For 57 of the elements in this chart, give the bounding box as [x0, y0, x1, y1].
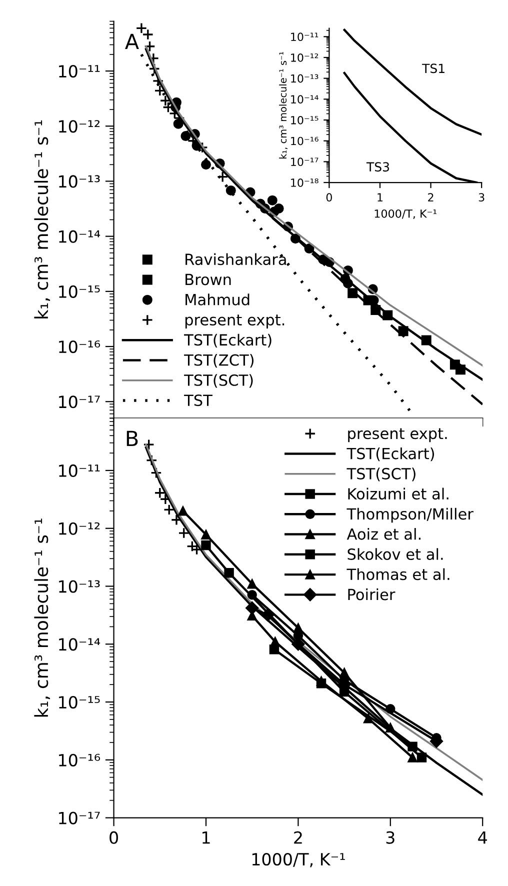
legend-label: Koizumi et al.: [348, 488, 448, 500]
x-tick-label: 3: [386, 831, 394, 844]
x-tick-label: 1: [378, 193, 382, 202]
y-tick-label: 10⁻¹⁴: [59, 638, 100, 651]
y-tick-label: 10⁻¹²: [59, 522, 100, 535]
legend-label: Thompson/Miller: [346, 508, 474, 523]
x-tick-label: 0: [110, 831, 118, 844]
y-tick-label: 10⁻¹³: [59, 580, 100, 593]
x-axis-title: 1000/T, K⁻¹: [374, 209, 437, 219]
y-tick-label: 10⁻¹²: [59, 120, 100, 133]
y-tick-label: 10⁻¹⁶: [59, 754, 100, 766]
legend-label: TST(SCT): [184, 374, 253, 388]
y-tick-label: 10⁻¹³: [59, 175, 100, 188]
y-axis-title: k₁, cm³ molecule⁻¹ s⁻¹: [34, 120, 50, 318]
legend-label: present expt.: [348, 428, 447, 442]
legend-label: TST(Eckart): [184, 334, 272, 348]
y-tick-label: 10⁻¹⁷: [59, 812, 100, 824]
y-tick-label: 10⁻¹⁷: [291, 158, 318, 166]
y-tick-label: 10⁻¹²: [291, 53, 318, 62]
y-tick-label: 10⁻¹⁴: [59, 230, 100, 243]
y-tick-label: 10⁻¹⁵: [291, 116, 318, 124]
annotation: A: [125, 34, 139, 49]
y-axis-title: k₁, cm³ molecule⁻¹ s⁻¹: [34, 518, 50, 717]
x-tick-label: 0: [326, 193, 332, 202]
legend-label: TST(Eckart): [346, 447, 434, 462]
x-axis-title: 1000/T, K⁻¹: [252, 852, 345, 868]
x-tick-label: 2: [428, 193, 434, 202]
y-tick-label: 10⁻¹¹: [59, 464, 100, 478]
y-tick-label: 10⁻¹⁵: [59, 696, 100, 709]
y-tick-label: 10⁻¹¹: [291, 32, 318, 42]
legend-label: Skokov et al.: [348, 548, 443, 560]
legend-label: present expt.: [185, 314, 284, 328]
y-tick-label: 10⁻¹⁶: [291, 136, 318, 146]
legend-label: TST(SCT): [346, 468, 416, 482]
x-tick-label: 3: [478, 193, 484, 202]
annotation: B: [126, 430, 138, 446]
x-tick-label: 2: [294, 831, 302, 844]
text: TS3: [366, 162, 390, 172]
series-label: TS1: [422, 64, 444, 74]
y-tick-label: 10⁻¹⁴: [291, 95, 318, 104]
y-axis-title: k₁, cm³ molecule⁻¹ s⁻¹: [279, 52, 288, 159]
legend-label: TST(ZCT): [184, 354, 254, 368]
y-tick-label: 10⁻¹³: [291, 74, 318, 83]
legend-label: Poirier: [348, 588, 396, 600]
y-tick-label: 10⁻¹⁷: [59, 396, 100, 408]
x-tick-label: 1: [202, 831, 210, 844]
y-tick-label: 10⁻¹⁸: [291, 178, 318, 187]
legend-label: Brown: [186, 274, 231, 286]
legend-label: TST: [184, 394, 212, 406]
y-tick-label: 10⁻¹⁵: [59, 285, 100, 298]
legend-label: Ravishankara: [186, 253, 286, 266]
legend-label: Aoiz et al.: [346, 528, 420, 540]
legend-label: Thomas et al.: [346, 568, 450, 580]
legend-label: Mahmud: [186, 294, 250, 306]
y-tick-label: 10⁻¹¹: [59, 64, 100, 78]
x-tick-label: 4: [478, 831, 487, 844]
y-tick-label: 10⁻¹⁶: [59, 340, 100, 354]
